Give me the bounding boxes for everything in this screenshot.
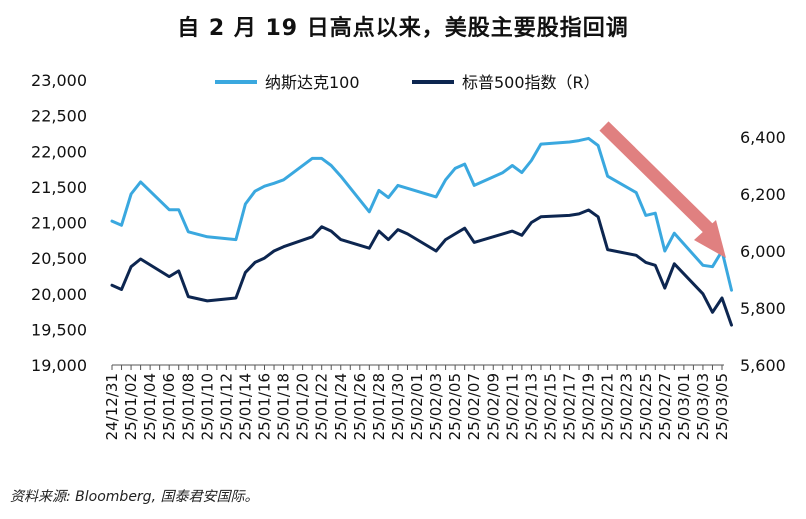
x-tick-label: 25/01/30: [389, 373, 407, 440]
x-tick-label: 25/03/05: [713, 373, 731, 440]
x-tick-label: 25/01/12: [217, 373, 235, 440]
x-tick-label: 25/02/15: [541, 373, 559, 440]
x-tick-label: 25/02/09: [484, 373, 502, 440]
y-left-tick-label: 19,500: [31, 320, 87, 339]
x-tick-label: 25/02/25: [637, 373, 655, 440]
x-tick-label: 25/01/14: [236, 373, 254, 440]
x-tick-label: 24/12/31: [103, 373, 121, 440]
y-left-tick-label: 21,000: [31, 214, 87, 233]
x-tick-label: 25/01/18: [275, 373, 293, 440]
chart-title: 自 2 月 19 日高点以来，美股主要股指回调: [177, 16, 629, 41]
x-tick-label: 25/02/05: [446, 373, 464, 440]
trend-arrow-shaft: [599, 121, 717, 237]
x-tick-label: 25/02/03: [427, 373, 445, 440]
legend-label-2: 标普500指数（R）: [462, 73, 600, 92]
y-left-tick-label: 21,500: [31, 178, 87, 197]
y-right-tick-label: 6,200: [740, 185, 786, 204]
y-right-tick-label: 6,000: [740, 242, 786, 261]
y-right-tick-label: 5,600: [740, 356, 786, 375]
x-tick-label: 25/01/16: [256, 373, 274, 440]
y-left-tick-label: 22,000: [31, 142, 87, 161]
series-line-2: [110, 208, 733, 327]
y-left-tick-label: 19,000: [31, 356, 87, 375]
x-tick-label: 25/01/26: [351, 373, 369, 440]
x-tick-label: 25/02/21: [599, 373, 617, 440]
y-right-tick-label: 6,400: [740, 128, 786, 147]
x-tick-label: 25/02/07: [465, 373, 483, 440]
x-tick-label: 25/01/28: [370, 373, 388, 440]
x-tick-label: 25/02/27: [656, 373, 674, 440]
x-tick-label: 25/01/22: [313, 373, 331, 440]
y-right-tick-label: 5,800: [740, 299, 786, 318]
series-line-1: [110, 136, 733, 292]
x-tick-label: 25/03/01: [675, 373, 693, 440]
x-tick-label: 25/01/08: [179, 373, 197, 440]
y-left-tick-label: 23,000: [31, 71, 87, 90]
x-tick-label: 25/01/02: [122, 373, 140, 440]
y-left-tick-label: 22,500: [31, 107, 87, 126]
y-left-tick-label: 20,000: [31, 285, 87, 304]
x-tick-label: 25/02/23: [618, 373, 636, 440]
x-tick-label: 25/02/13: [522, 373, 540, 440]
legend-label-1: 纳斯达克100: [265, 73, 360, 92]
x-tick-label: 25/02/19: [580, 373, 598, 440]
x-tick-label: 25/01/06: [160, 373, 178, 440]
source-note: 资料来源: Bloomberg, 国泰君安国际。: [10, 489, 259, 505]
x-tick-label: 25/02/01: [408, 373, 426, 440]
trend-arrow-head: [694, 220, 726, 258]
x-tick-label: 25/03/03: [694, 373, 712, 440]
x-tick-label: 25/02/17: [561, 373, 579, 440]
x-tick-label: 25/01/20: [294, 373, 312, 440]
x-tick-label: 25/01/04: [141, 373, 159, 440]
x-tick-label: 25/02/11: [503, 373, 521, 440]
x-tick-label: 25/01/24: [332, 373, 350, 440]
y-left-tick-label: 20,500: [31, 249, 87, 268]
x-tick-label: 25/01/10: [198, 373, 216, 440]
